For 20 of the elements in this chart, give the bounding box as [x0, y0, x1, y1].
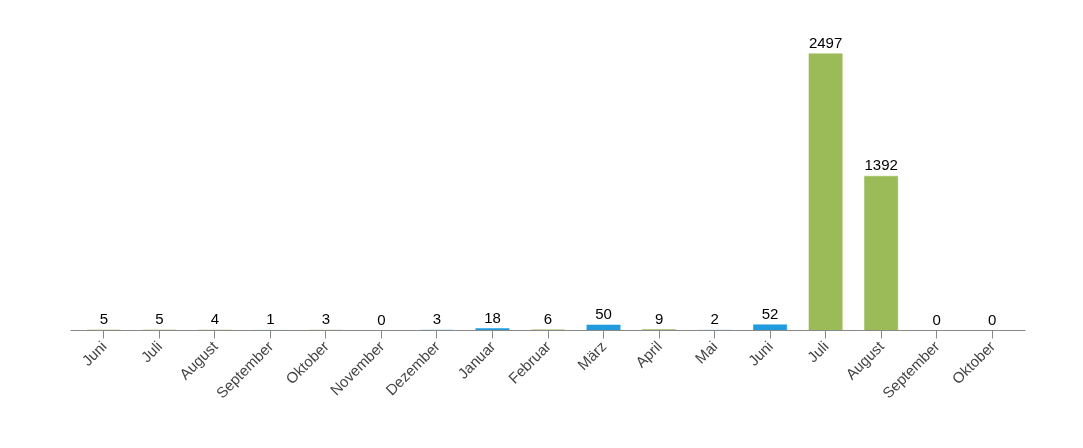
data-label: 9 — [654, 309, 664, 327]
data-label: 2 — [710, 310, 719, 328]
data-label: 18 — [484, 308, 501, 326]
data-label: 1 — [266, 310, 275, 328]
data-label: 3 — [432, 310, 442, 328]
data-label: 52 — [761, 304, 779, 322]
data-label: 50 — [595, 304, 612, 322]
data-label: 5 — [155, 309, 164, 327]
data-label: 0 — [377, 310, 386, 328]
data-label: 3 — [321, 310, 331, 328]
data-label: 2497 — [808, 33, 843, 51]
data-label: 1392 — [864, 156, 898, 174]
data-label: 5 — [99, 309, 108, 327]
x-tick-label: Juli — [137, 337, 166, 366]
data-label: 4 — [210, 310, 220, 328]
data-label: 0 — [988, 310, 997, 328]
x-tick-label: Mai — [691, 337, 721, 367]
data-label: 0 — [932, 310, 941, 328]
data-label: 6 — [543, 309, 553, 327]
x-tick-label: Juli — [803, 337, 832, 366]
